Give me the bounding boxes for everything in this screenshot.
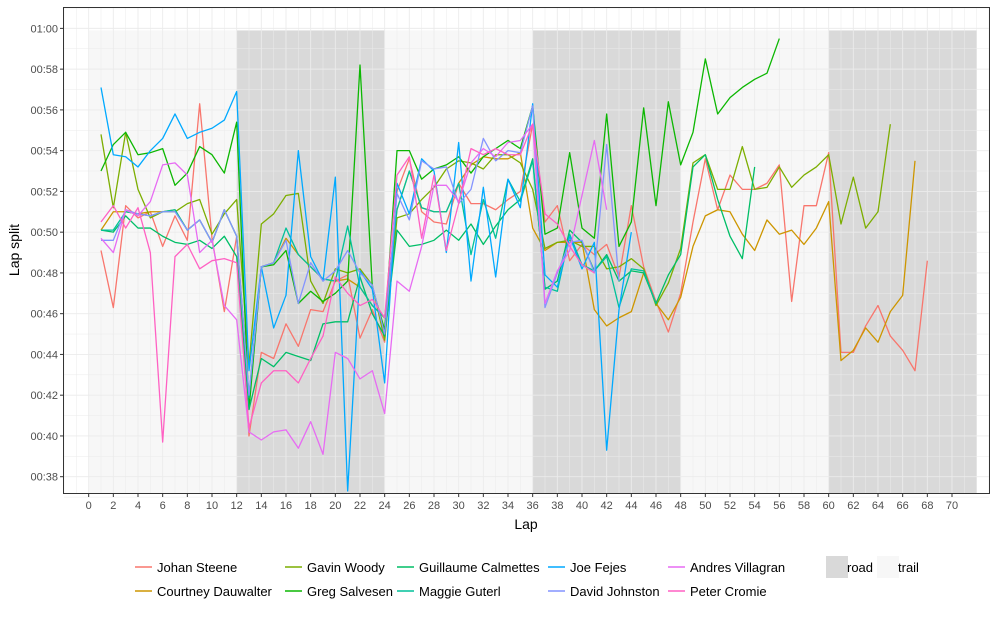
legend-label: Johan Steene (157, 560, 237, 575)
x-tick-label: 58 (798, 500, 810, 512)
x-tick-label: 28 (428, 500, 440, 512)
x-tick-label: 30 (453, 500, 465, 512)
x-tick-label: 66 (897, 500, 909, 512)
x-tick-label: 4 (135, 500, 141, 512)
x-tick-label: 18 (305, 500, 317, 512)
x-tick-label: 56 (773, 500, 785, 512)
series-line-7 (101, 105, 620, 396)
background-bands (64, 8, 989, 494)
y-tick-label: 00:52 (30, 186, 58, 198)
legend-band-key-trail (877, 556, 899, 578)
y-tick-label: 00:48 (30, 268, 58, 280)
x-tick-label: 22 (354, 500, 366, 512)
legend: Johan Steene Courtney Dauwalter Gavin Wood… (135, 556, 919, 599)
y-tick-label: 00:50 (30, 227, 58, 239)
y-axis-ticks: 00:38 00:40 00:42 00:44 00:46 00:48 00:50 00:52… (30, 23, 64, 484)
x-tick-label: 8 (184, 500, 190, 512)
x-tick-label: 32 (477, 500, 489, 512)
x-tick-label: 52 (724, 500, 736, 512)
legend-label: Maggie Guterl (419, 584, 501, 599)
series-line-3 (100, 38, 780, 411)
x-tick-label: 54 (749, 500, 761, 512)
x-tick-label: 12 (231, 500, 243, 512)
x-tick-label: 2 (110, 500, 116, 512)
x-axis-ticks: 0 2 4 6 8 10 12 14 16 18 20 22 24 26 28 30 32 34 36 38 40 42 4… (86, 493, 958, 512)
x-tick-label: 62 (847, 500, 859, 512)
legend-label: Courtney Dauwalter (157, 584, 273, 599)
x-tick-label: 44 (625, 500, 637, 512)
x-tick-label: 10 (206, 500, 218, 512)
x-tick-label: 42 (601, 500, 613, 512)
legend-label: Peter Cromie (690, 584, 767, 599)
series-line-8 (100, 123, 608, 455)
series-line-2 (100, 124, 891, 366)
x-tick-label: 16 (280, 500, 292, 512)
x-tick-label: 48 (675, 500, 687, 512)
y-tick-label: 00:46 (30, 309, 58, 321)
legend-label: Gavin Woody (307, 560, 385, 575)
y-axis-title: Lap split (6, 224, 22, 276)
x-axis-title: Lap (514, 516, 538, 532)
y-tick-label: 00:56 (30, 105, 58, 117)
y-tick-label: 00:42 (30, 390, 58, 402)
legend-band-label: trail (898, 560, 919, 575)
x-tick-label: 40 (576, 500, 588, 512)
x-tick-label: 46 (650, 500, 662, 512)
x-tick-label: 70 (946, 500, 958, 512)
y-tick-label: 00:58 (30, 64, 58, 76)
series-line-9 (100, 123, 595, 443)
y-tick-label: 00:40 (30, 431, 58, 443)
x-tick-label: 34 (502, 500, 514, 512)
legend-label: Joe Fejes (570, 560, 627, 575)
legend-label: Guillaume Calmettes (419, 560, 540, 575)
x-tick-label: 60 (823, 500, 835, 512)
y-tick-label: 00:38 (30, 472, 58, 484)
legend-label: David Johnston (570, 584, 660, 599)
x-tick-label: 50 (699, 500, 711, 512)
y-tick-label: 01:00 (30, 23, 58, 35)
series-line-6 (100, 87, 632, 492)
x-tick-label: 6 (160, 500, 166, 512)
x-tick-label: 24 (379, 500, 391, 512)
x-tick-label: 0 (86, 500, 92, 512)
legend-band-key-road (826, 556, 848, 578)
legend-band-label: road (847, 560, 873, 575)
x-tick-label: 14 (255, 500, 267, 512)
series-lines (100, 38, 928, 492)
x-tick-label: 64 (872, 500, 884, 512)
y-tick-label: 00:44 (30, 349, 58, 361)
panel-border (63, 7, 990, 494)
x-tick-label: 68 (921, 500, 933, 512)
y-tick-label: 00:54 (30, 146, 58, 158)
legend-label: Andres Villagran (690, 560, 785, 575)
legend-label: Greg Salvesen (307, 584, 393, 599)
x-tick-label: 36 (527, 500, 539, 512)
x-tick-label: 26 (403, 500, 415, 512)
x-tick-label: 20 (329, 500, 341, 512)
x-tick-label: 38 (551, 500, 563, 512)
